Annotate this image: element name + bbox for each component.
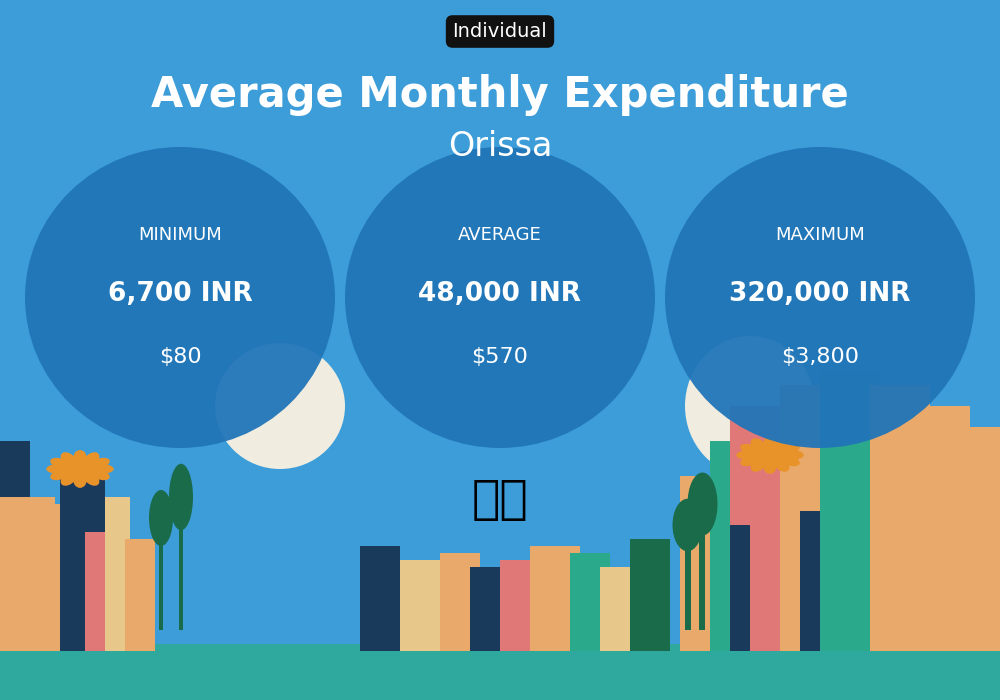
Text: Average Monthly Expenditure: Average Monthly Expenditure: [151, 74, 849, 116]
Ellipse shape: [215, 343, 345, 469]
Ellipse shape: [672, 498, 702, 552]
Bar: [630, 539, 670, 651]
Ellipse shape: [751, 438, 767, 453]
Bar: [870, 385, 930, 651]
Bar: [710, 441, 730, 651]
Text: Orissa: Orissa: [448, 130, 552, 164]
Bar: [179, 497, 183, 630]
Bar: [400, 560, 450, 651]
Ellipse shape: [89, 458, 110, 469]
Ellipse shape: [751, 457, 767, 472]
Text: AVERAGE: AVERAGE: [458, 225, 542, 244]
Ellipse shape: [149, 490, 173, 546]
Bar: [30, 504, 90, 651]
Text: $80: $80: [159, 347, 201, 367]
Text: 🇮🇳: 🇮🇳: [472, 478, 528, 523]
Ellipse shape: [779, 444, 800, 455]
Ellipse shape: [83, 471, 99, 486]
Text: Individual: Individual: [453, 22, 547, 41]
Bar: [440, 553, 480, 651]
Ellipse shape: [736, 450, 759, 460]
Ellipse shape: [50, 469, 71, 480]
Bar: [159, 518, 163, 630]
Bar: [780, 385, 825, 651]
Ellipse shape: [83, 452, 99, 467]
Bar: [500, 560, 540, 651]
Bar: [730, 525, 750, 651]
Ellipse shape: [773, 457, 789, 472]
Ellipse shape: [169, 463, 193, 531]
Ellipse shape: [25, 147, 335, 448]
Ellipse shape: [740, 455, 761, 466]
Bar: [360, 546, 400, 651]
Ellipse shape: [687, 473, 717, 536]
Bar: [800, 511, 820, 651]
Circle shape: [754, 444, 786, 466]
Bar: [684, 525, 690, 630]
Bar: [680, 476, 715, 651]
Bar: [0, 644, 1000, 700]
Bar: [730, 406, 785, 651]
Bar: [470, 567, 500, 651]
Bar: [105, 497, 130, 651]
Text: 6,700 INR: 6,700 INR: [108, 281, 252, 307]
Bar: [60, 462, 105, 651]
Ellipse shape: [763, 458, 777, 474]
Bar: [530, 546, 580, 651]
Ellipse shape: [61, 452, 77, 467]
Ellipse shape: [46, 464, 69, 474]
Circle shape: [64, 458, 96, 480]
Bar: [0, 497, 55, 651]
Bar: [820, 371, 880, 651]
Ellipse shape: [779, 455, 800, 466]
Text: MINIMUM: MINIMUM: [138, 225, 222, 244]
Ellipse shape: [50, 458, 71, 469]
Ellipse shape: [665, 147, 975, 448]
Text: $3,800: $3,800: [781, 347, 859, 367]
Ellipse shape: [61, 471, 77, 486]
Ellipse shape: [345, 147, 655, 448]
Ellipse shape: [73, 472, 87, 488]
Ellipse shape: [773, 438, 789, 453]
Bar: [699, 504, 705, 630]
Bar: [600, 567, 640, 651]
Ellipse shape: [781, 450, 804, 460]
Text: 320,000 INR: 320,000 INR: [729, 281, 911, 307]
Ellipse shape: [740, 444, 761, 455]
Ellipse shape: [763, 436, 777, 452]
Bar: [930, 406, 970, 651]
Ellipse shape: [73, 450, 87, 466]
Bar: [0, 441, 30, 651]
Bar: [85, 532, 125, 651]
Ellipse shape: [91, 464, 114, 474]
Bar: [970, 427, 1000, 651]
Bar: [125, 539, 155, 651]
Bar: [570, 553, 610, 651]
Text: MAXIMUM: MAXIMUM: [775, 225, 865, 244]
Text: 48,000 INR: 48,000 INR: [418, 281, 582, 307]
Text: $570: $570: [472, 347, 528, 367]
Ellipse shape: [89, 469, 110, 480]
Ellipse shape: [685, 336, 815, 476]
